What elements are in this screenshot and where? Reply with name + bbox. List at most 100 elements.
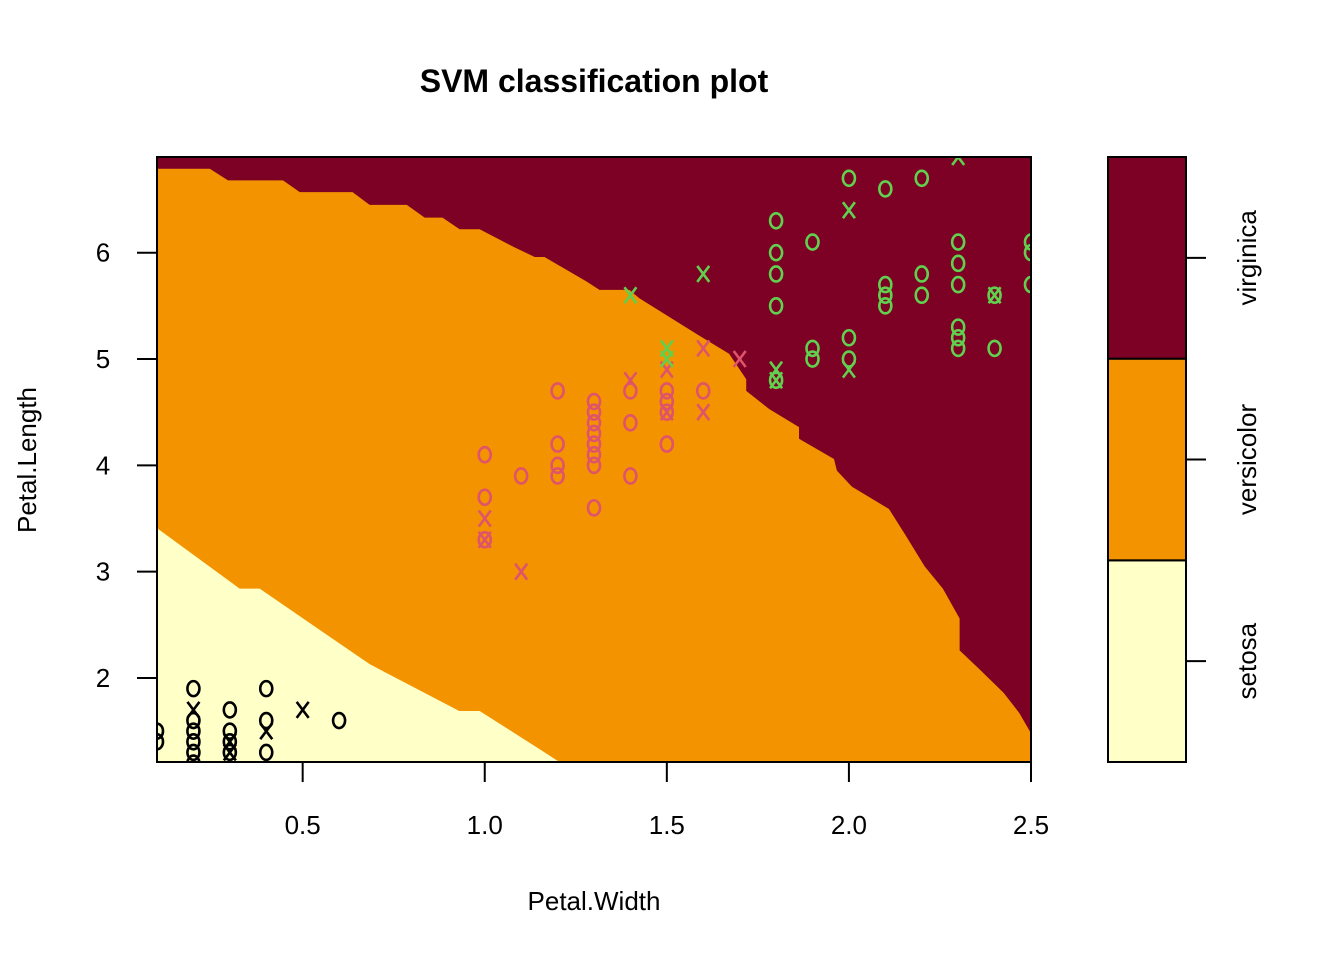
- data-point-virginica: [768, 297, 784, 315]
- support-vector-stroke: [514, 562, 529, 581]
- y-tick-label: 4: [96, 450, 110, 480]
- data-point-versicolor: [623, 382, 638, 400]
- support-vector-setosa: [222, 743, 237, 762]
- data-point-setosa: [222, 722, 238, 740]
- data-point-setosa: [186, 743, 201, 762]
- data-point-versicolor: [623, 414, 638, 432]
- data-point-versicolor: [586, 424, 602, 443]
- data-point-virginica: [1023, 233, 1031, 251]
- data-point-virginica: [878, 286, 893, 305]
- data-point-virginica: [987, 286, 1002, 305]
- support-vector-stroke: [696, 339, 711, 358]
- support-vector-stroke: [769, 371, 784, 390]
- data-point-virginica: [987, 339, 1002, 358]
- support-vector-stroke: [259, 722, 274, 740]
- y-tick-label: 2: [96, 663, 110, 693]
- support-vector-versicolor: [477, 530, 492, 549]
- data-point-virginica: [1023, 275, 1031, 294]
- data-point-versicolor: [623, 467, 638, 485]
- support-vector-stroke: [841, 360, 856, 379]
- legend-swatch-setosa: [1107, 559, 1187, 763]
- data-point-versicolor: [586, 435, 602, 453]
- data-point-setosa: [222, 701, 238, 719]
- data-points: [157, 157, 1031, 762]
- data-point-versicolor: [550, 382, 565, 400]
- data-point-setosa: [222, 732, 238, 751]
- x-tick-label: 2.0: [831, 810, 867, 840]
- data-point-versicolor: [477, 445, 493, 464]
- data-point-virginica: [950, 275, 966, 294]
- data-point-virginica: [1023, 243, 1031, 262]
- support-vector-stroke: [951, 157, 960, 166]
- data-point-virginica: [841, 169, 857, 188]
- support-vector-versicolor: [696, 339, 711, 358]
- data-point-versicolor: [550, 435, 565, 453]
- data-point-virginica: [950, 328, 966, 347]
- support-vector-stroke: [696, 403, 711, 421]
- y-tick-label: 6: [96, 238, 110, 268]
- support-vector-stroke: [732, 350, 747, 368]
- data-point-versicolor: [550, 467, 565, 485]
- x-tick-label: 2.5: [1013, 810, 1049, 840]
- data-point-setosa: [157, 733, 165, 751]
- support-vector-stroke: [222, 743, 237, 762]
- support-vector-stroke: [659, 403, 674, 421]
- support-vector-versicolor: [514, 562, 529, 581]
- data-point-setosa: [258, 743, 274, 762]
- support-vector-stroke: [623, 286, 638, 305]
- legend-label-versicolor: versicolor: [1232, 404, 1262, 516]
- data-point-virginica: [878, 297, 893, 315]
- data-point-virginica: [878, 180, 893, 198]
- data-point-virginica: [914, 169, 930, 188]
- support-vector-stroke: [841, 201, 856, 219]
- support-vector-setosa: [295, 701, 310, 719]
- data-point-setosa: [186, 679, 201, 698]
- data-point-virginica: [841, 350, 857, 368]
- data-point-setosa: [331, 711, 347, 730]
- legend-swatch-virginica: [1107, 156, 1187, 360]
- support-vector-versicolor: [477, 509, 492, 528]
- support-vector-stroke: [696, 265, 711, 283]
- data-point-virginica: [768, 243, 784, 262]
- data-point-virginica: [914, 286, 930, 305]
- region-versicolor: [157, 168, 1031, 762]
- data-point-setosa: [258, 711, 274, 730]
- support-vector-stroke: [295, 701, 310, 719]
- data-point-versicolor: [586, 499, 602, 517]
- data-point-versicolor: [659, 382, 675, 400]
- support-vector-setosa: [259, 722, 274, 740]
- data-point-virginica: [805, 350, 820, 368]
- support-vector-versicolor: [732, 350, 747, 368]
- data-point-virginica: [805, 233, 820, 251]
- y-tick-label: 5: [96, 344, 110, 374]
- data-point-setosa: [222, 743, 238, 762]
- x-axis-label: Petal.Width: [528, 886, 661, 916]
- support-vector-virginica: [987, 286, 1002, 305]
- data-point-virginica: [950, 233, 966, 251]
- support-vector-stroke: [987, 286, 1002, 305]
- data-point-versicolor: [513, 467, 529, 485]
- plot-area: [157, 157, 1031, 762]
- y-axis: 2 3 4 5 6: [96, 238, 157, 693]
- data-point-versicolor: [477, 488, 493, 507]
- y-axis-label: Petal.Length: [12, 387, 42, 533]
- support-vector-stroke: [659, 350, 674, 368]
- support-vector-versicolor: [696, 403, 711, 421]
- data-point-versicolor: [586, 403, 602, 421]
- data-point-virginica: [768, 265, 784, 283]
- support-vector-virginica: [623, 286, 638, 305]
- plot-frame: [156, 156, 1032, 763]
- data-point-virginica: [841, 328, 857, 347]
- data-point-setosa: [186, 732, 201, 751]
- support-vector-virginica: [951, 157, 966, 166]
- x-tick-label: 1.0: [467, 810, 503, 840]
- legend-label-setosa: setosa: [1232, 622, 1262, 699]
- data-point-versicolor: [659, 435, 675, 453]
- support-vector-virginica: [696, 265, 711, 283]
- support-vector-stroke: [956, 157, 966, 166]
- data-point-versicolor: [586, 414, 602, 432]
- data-point-versicolor: [586, 392, 602, 411]
- data-point-versicolor: [550, 456, 565, 475]
- support-vector-stroke: [477, 530, 492, 549]
